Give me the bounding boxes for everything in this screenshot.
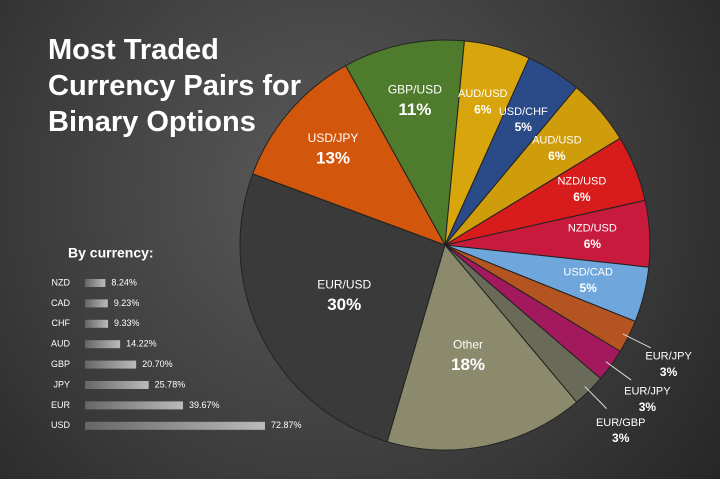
bar-value-label: 72.87% [271,420,302,430]
slice-label: NZD/USD [557,176,606,188]
y-tick-label: EUR [51,400,71,410]
pie-slice [252,65,447,246]
slice-label: EUR/USD [317,278,371,292]
pie-slice [344,39,465,247]
y-tick-label: NZD [52,277,71,287]
y-tick-label: USD [51,420,71,430]
leader-line [622,333,651,349]
y-tick-label: AUD [51,339,71,349]
leader-line [584,386,607,409]
bar-value-label: 25.78% [155,379,186,389]
slice-value: 6% [584,237,602,251]
slice-value: 13% [316,148,350,167]
bar [85,401,183,410]
slice-label: USD/CHF [499,106,548,118]
bar-value-label: 20.70% [142,359,173,369]
bar-value-label: 8.24% [111,277,137,287]
bar-value-label: 39.67% [189,400,220,410]
slice-value: 5% [580,281,598,295]
slice-label: EUR/JPY [624,386,671,398]
bar [85,279,106,287]
slice-value: 3% [639,400,657,414]
bar [85,381,149,389]
bar [85,299,108,308]
bar-value-label: 9.23% [114,298,140,308]
bar [85,340,121,349]
slice-value: 18% [451,355,485,374]
slice-value: 5% [515,120,533,134]
chart-title: Most Traded Currency Pairs for Binary Op… [48,34,302,138]
bar [85,360,137,369]
bar-value-label: 9.33% [114,318,140,328]
slice-label: AUD/USD [532,135,582,147]
slice-value: 6% [474,102,492,116]
bar-value-label: 14.22% [126,339,157,349]
y-tick-label: GBP [51,359,70,369]
slice-value: 6% [573,190,591,204]
slice-label: USD/JPY [308,131,359,145]
slice-label: EUR/JPY [645,351,692,363]
pie-slice [239,173,446,443]
slice-value: 30% [327,295,361,314]
slice-value: 3% [660,365,678,379]
pie [239,39,651,451]
y-tick-label: JPY [53,379,70,389]
leader-line [605,361,632,381]
slice-value: 3% [612,431,630,445]
slice-label: Other [453,338,483,352]
bar [85,319,109,328]
slice-label: EUR/GBP [596,417,646,429]
slice-value: 11% [398,100,431,119]
bar [85,421,265,430]
bar-chart-title: By currency: [68,245,154,261]
slice-label: NZD/USD [568,223,617,235]
slice-label: AUD/USD [458,88,508,100]
y-tick-label: CHF [52,318,71,328]
slice-label: GBP/USD [388,83,442,97]
pie-slice [386,243,578,451]
y-tick-label: CAD [51,298,71,308]
slice-value: 6% [548,149,566,163]
slice-label: USD/CAD [563,267,613,279]
